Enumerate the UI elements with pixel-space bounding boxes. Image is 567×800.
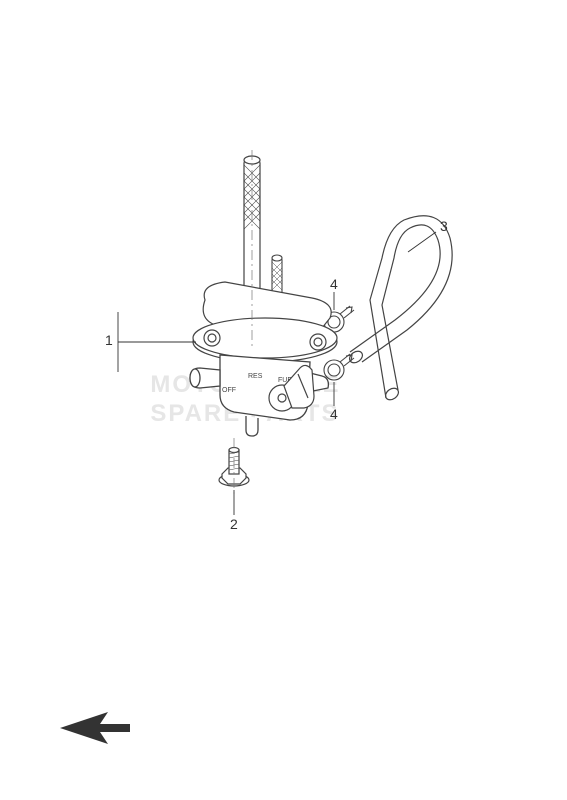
mounting-flange: [193, 282, 337, 362]
diagram-svg: OFF RES FUEL: [0, 0, 567, 800]
callout-1: 1: [105, 332, 113, 348]
callout-3: 3: [440, 218, 448, 234]
direction-arrow: [60, 712, 130, 744]
callout-4-upper: 4: [330, 276, 338, 292]
diagram-canvas: MOTORCYCLE SPARE PARTS: [0, 0, 567, 800]
svg-text:RES: RES: [248, 373, 263, 380]
svg-text:OFF: OFF: [222, 387, 236, 394]
hose: [347, 216, 452, 402]
callout-4-lower: 4: [330, 406, 338, 422]
callout-2: 2: [230, 516, 238, 532]
